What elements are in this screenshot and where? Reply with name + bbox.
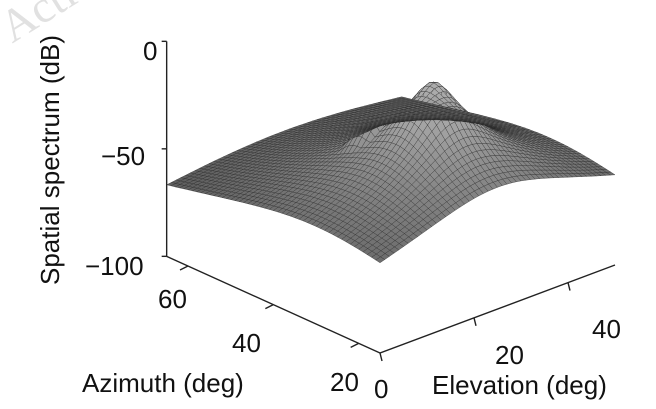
x-tick-40: 40: [592, 316, 621, 342]
peak-marker-0: [433, 82, 434, 83]
x-tick-0: 0: [374, 376, 388, 402]
z-tick-0: 0: [143, 38, 157, 64]
y-axis-label: Azimuth (deg): [82, 370, 244, 396]
z-tick-minus-100: −100: [85, 253, 144, 279]
elevation-tick-mark-2: [568, 283, 570, 291]
azimuth-tick-mark-1: [265, 305, 273, 309]
x-axis-label: Elevation (deg): [432, 372, 607, 398]
z-tick-minus-50: −50: [101, 143, 145, 169]
y-tick-60: 60: [158, 286, 187, 312]
y-tick-40: 40: [232, 330, 261, 356]
peak-marker-1: [375, 116, 376, 117]
elevation-tick-mark-1: [474, 318, 476, 326]
x-tick-20: 20: [495, 342, 524, 368]
z-axis-label: Spatial spectrum (dB): [37, 35, 63, 285]
elevation-tick-mark-0: [380, 353, 382, 361]
azimuth-tick-mark-0: [351, 343, 359, 347]
y-tick-20: 20: [330, 369, 359, 395]
azimuth-tick-mark-2: [180, 266, 188, 270]
